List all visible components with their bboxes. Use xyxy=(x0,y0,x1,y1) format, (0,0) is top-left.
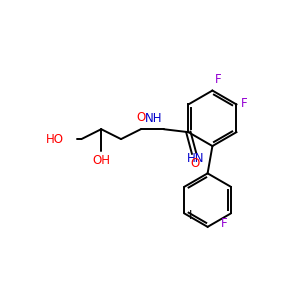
Text: F: F xyxy=(221,218,228,230)
Text: F: F xyxy=(240,97,247,110)
Text: F: F xyxy=(214,73,221,85)
Text: O: O xyxy=(190,157,200,170)
Text: OH: OH xyxy=(92,154,110,167)
Text: HO: HO xyxy=(46,133,64,146)
Text: HN: HN xyxy=(187,152,204,165)
Text: NH: NH xyxy=(145,112,163,125)
Text: I: I xyxy=(188,209,192,222)
Text: O: O xyxy=(136,111,146,124)
